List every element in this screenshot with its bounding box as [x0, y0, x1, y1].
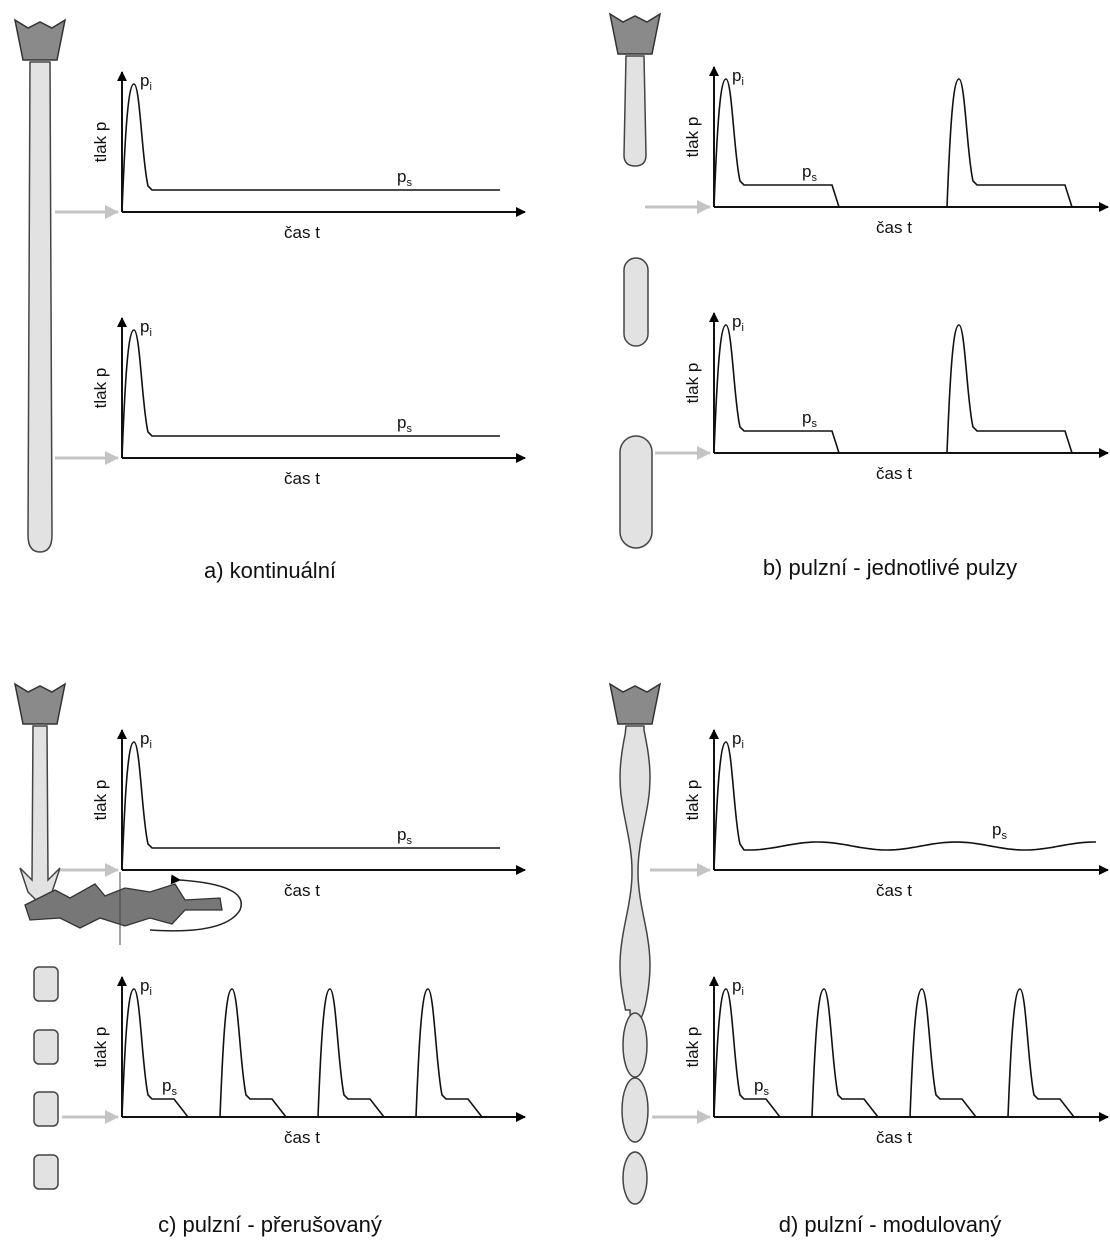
jet: [27, 61, 53, 553]
x-axis-label: čas t: [284, 469, 320, 488]
x-axis-label: čas t: [284, 881, 320, 900]
steady-label-sub: s: [811, 418, 817, 430]
nozzle: [13, 18, 67, 61]
jet-segment: [33, 1029, 59, 1065]
steady-label-sub: s: [406, 835, 412, 847]
steady-label: ps: [397, 413, 412, 435]
peak-label-sub: i: [149, 739, 151, 751]
steady-label-sub: s: [1001, 830, 1007, 842]
peak-label: pi: [732, 729, 744, 751]
y-axis-label: tlak p: [683, 1027, 702, 1068]
steady-label-base: p: [397, 413, 406, 432]
steady-label-base: p: [802, 408, 811, 427]
steady-label-sub: s: [811, 172, 817, 184]
pressure-curve: [121, 329, 500, 459]
steady-label: ps: [397, 825, 412, 847]
nozzle: [608, 682, 662, 725]
steady-label-sub: s: [406, 177, 412, 189]
y-axis-label: tlak p: [91, 780, 110, 821]
peak-label-sub: i: [741, 322, 743, 334]
jet-segment: [622, 1012, 648, 1078]
y-axis-label: tlak p: [91, 368, 110, 409]
jet: [619, 725, 651, 1026]
caption: b) pulzní - jednotlivé pulzy: [763, 555, 1017, 580]
pressure-curve: [121, 741, 500, 871]
pressure-curve: [713, 741, 1096, 871]
rotation-arrow: [149, 874, 242, 932]
steady-label: ps: [802, 408, 817, 430]
y-axis-label: tlak p: [683, 363, 702, 404]
caption: a) kontinuální: [204, 558, 336, 583]
steady-label-sub: s: [171, 1086, 177, 1098]
caption: c) pulzní - přerušovaný: [158, 1212, 382, 1237]
steady-label-base: p: [397, 167, 406, 186]
steady-label-base: p: [802, 162, 811, 181]
peak-label: pi: [732, 312, 744, 334]
jet-segment: [33, 966, 59, 1002]
caption: d) pulzní - modulovaný: [779, 1212, 1002, 1237]
peak-label: pi: [140, 976, 152, 998]
peak-label-sub: i: [741, 739, 743, 751]
pressure-curve: [121, 83, 500, 213]
peak-label: pi: [732, 976, 744, 998]
jet-segment: [622, 1151, 648, 1205]
peak-label-sub: i: [149, 327, 151, 339]
jet: [623, 55, 647, 167]
jet-segment: [33, 1154, 59, 1190]
nozzle: [608, 12, 662, 55]
steady-label: ps: [397, 167, 412, 189]
jet-segment: [619, 435, 653, 549]
rotor: [24, 883, 223, 929]
peak-label-sub: i: [741, 986, 743, 998]
steady-label: ps: [802, 162, 817, 184]
x-axis-label: čas t: [876, 881, 912, 900]
peak-label: pi: [140, 71, 152, 93]
pressure-curve: [713, 324, 1073, 454]
steady-label-sub: s: [763, 1086, 769, 1098]
y-axis-label: tlak p: [91, 122, 110, 163]
steady-label-base: p: [754, 1076, 763, 1095]
y-axis-label: tlak p: [683, 780, 702, 821]
y-axis-label: tlak p: [683, 117, 702, 158]
peak-label-base: p: [732, 312, 741, 331]
peak-label-sub: i: [149, 986, 151, 998]
jet: [19, 725, 61, 906]
x-axis-label: čas t: [876, 218, 912, 237]
x-axis-label: čas t: [284, 223, 320, 242]
peak-label-sub: i: [741, 76, 743, 88]
steady-label: ps: [992, 820, 1007, 842]
steady-label-base: p: [162, 1076, 171, 1095]
peak-label-base: p: [732, 976, 741, 995]
pressure-curve: [713, 988, 1075, 1118]
peak-label-base: p: [140, 317, 149, 336]
y-axis-label: tlak p: [91, 1027, 110, 1068]
nozzle: [13, 682, 67, 725]
peak-label-base: p: [140, 976, 149, 995]
peak-label-base: p: [732, 729, 741, 748]
jet-segment: [623, 257, 649, 347]
steady-label: ps: [754, 1076, 769, 1098]
jet-segment: [33, 1091, 59, 1127]
steady-label-base: p: [992, 820, 1001, 839]
steady-label-base: p: [397, 825, 406, 844]
peak-label: pi: [732, 66, 744, 88]
x-axis-label: čas t: [876, 1128, 912, 1147]
steady-label-sub: s: [406, 423, 412, 435]
peak-label-base: p: [140, 729, 149, 748]
peak-label-base: p: [140, 71, 149, 90]
peak-label-base: p: [732, 66, 741, 85]
x-axis-label: čas t: [284, 1128, 320, 1147]
x-axis-label: čas t: [876, 464, 912, 483]
pressure-curve: [713, 78, 1073, 208]
jet-segment: [621, 1077, 649, 1143]
peak-label: pi: [140, 729, 152, 751]
peak-label-sub: i: [149, 81, 151, 93]
pressure-curve: [121, 988, 483, 1118]
steady-label: ps: [162, 1076, 177, 1098]
peak-label: pi: [140, 317, 152, 339]
